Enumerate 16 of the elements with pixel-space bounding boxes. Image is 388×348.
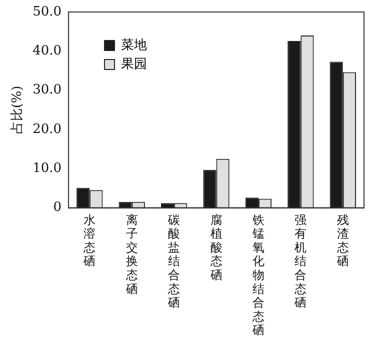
category-label: 铁锰氧化物结合态硒 — [252, 212, 264, 338]
y-tick-label: 0 — [53, 200, 62, 216]
x-tick-label: 强有机结合态硒 — [294, 212, 307, 310]
legend-label: 菜地 — [121, 37, 147, 55]
x-tick-label: 离子交换态硒 — [124, 212, 138, 296]
x-tick-label: 残渣态硒 — [336, 212, 349, 268]
y-axis-title: 占比(%) — [10, 86, 26, 134]
legend-label: 果园 — [121, 56, 147, 74]
x-tick-label: 腐植酸态硒 — [209, 212, 222, 282]
y-tick-label: 40.0 — [32, 44, 62, 59]
y-tick-label: 20.0 — [32, 122, 62, 137]
x-tick-label: 水溶态硒 — [82, 212, 96, 268]
y-tick-label: 50.0 — [32, 4, 62, 20]
y-tick-label: 30.0 — [32, 82, 62, 98]
x-tick-label: 碳酸盐结合态硒 — [167, 212, 180, 310]
y-tick-label: 10.0 — [32, 161, 62, 176]
